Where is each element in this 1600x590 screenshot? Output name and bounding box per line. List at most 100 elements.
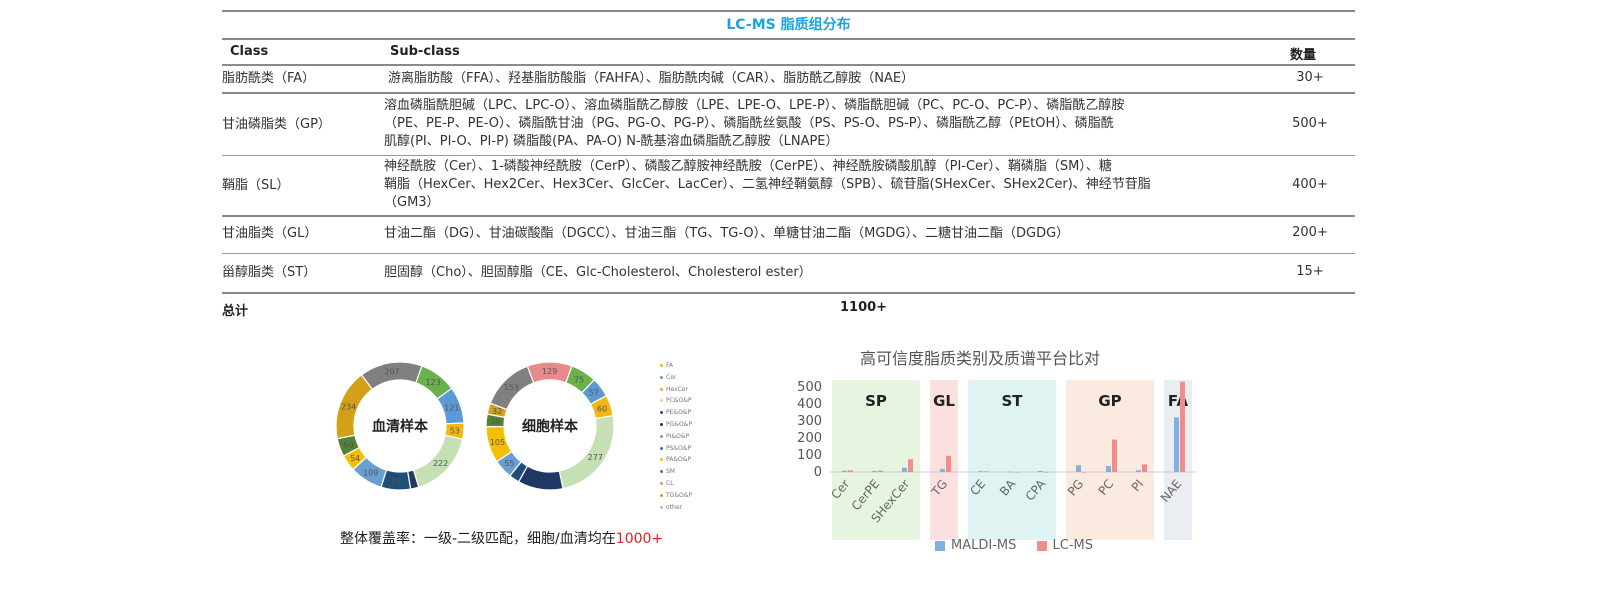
bar: [872, 470, 877, 472]
bar: [1082, 472, 1087, 473]
bar: [1106, 466, 1111, 472]
group-background: [832, 380, 920, 540]
legend-maldi-label: MALDI-MS: [951, 538, 1017, 553]
bar: [1180, 381, 1185, 472]
legend-lcms: LC-MS: [1036, 538, 1093, 553]
donut-slice-label: 53: [450, 426, 460, 435]
donut-legend-item: other: [660, 504, 682, 511]
bar: [978, 471, 983, 472]
donut-slice-label: 207: [384, 368, 399, 377]
donut-legend-item: SM: [660, 468, 675, 475]
group-label: SP: [865, 392, 887, 410]
donut-legend-item: FA: [660, 362, 673, 369]
row-subclass-st: 胆固醇（Cho）、胆固醇脂（CE、Glc-Cholesterol、Cholest…: [384, 265, 812, 280]
bar: [1142, 464, 1147, 472]
bar: [902, 467, 907, 472]
donut-slice-label: 36: [490, 417, 500, 426]
donut-slice-label: 277: [588, 453, 603, 462]
donut-legend-item: PE&O&P: [660, 409, 691, 416]
donut-slice-label: 97: [391, 477, 401, 486]
header-count: 数量: [1290, 48, 1317, 63]
row-rule: [222, 155, 1355, 156]
bar: [1076, 465, 1081, 472]
row-rule: [222, 215, 1355, 217]
bar: [946, 455, 951, 472]
bar: [984, 471, 989, 472]
donut-slice-label: 105: [490, 438, 505, 447]
donut-slice-label: 54: [350, 454, 360, 463]
bar-legend: MALDI-MS LC-MS: [935, 538, 1093, 553]
group-background: [1066, 380, 1154, 540]
bar: [1014, 472, 1019, 473]
header-class: Class: [230, 44, 269, 59]
row-class-gp: 甘油磷脂类（GP）: [222, 117, 331, 132]
row-class-st: 甾醇脂类（ST）: [222, 265, 317, 280]
group-background: [930, 380, 958, 540]
donut-slice-label: 109: [363, 469, 378, 478]
donut-legend-item: PA&O&P: [660, 456, 691, 463]
group-label: GP: [1098, 392, 1121, 410]
row-subclass-sl-line1: 神经酰胺（Cer）、1-磷酸神经酰胺（CerP）、磷酸乙醇胺神经酰胺（CerPE…: [384, 159, 1112, 174]
row-subclass-sl-line2: 鞘脂（HexCer、Hex2Cer、Hex3Cer、GlcCer、LacCer）…: [384, 177, 1151, 192]
donut-slice-label: 32: [492, 407, 502, 416]
row-count-fa: 30+: [1296, 70, 1324, 85]
donut-slice: [360, 361, 423, 391]
bar: [908, 459, 913, 472]
row-count-gl: 200+: [1292, 225, 1328, 240]
bar: [1174, 417, 1179, 472]
legend-maldi: MALDI-MS: [935, 538, 1016, 553]
bar: [842, 470, 847, 472]
group-label: GL: [933, 392, 955, 410]
donut-legend-item: PI&O&P: [660, 433, 689, 440]
donut-caption: 整体覆盖率：一级-二级匹配，细胞/血清均在1000+: [340, 528, 663, 548]
donut-legend-item: CL: [660, 480, 674, 487]
donut-caption-highlight: 1000+: [615, 531, 664, 547]
row-subclass-gl: 甘油二酯（DG）、甘油碳酸酯（DGCC）、甘油三酯（TG、TG-O）、单糖甘油二…: [384, 226, 1070, 241]
table-title: LC-MS 脂质组分布: [726, 17, 851, 33]
y-tick-label: 200: [797, 431, 822, 446]
row-subclass-sl-line3: （GM3）: [384, 195, 440, 210]
donut-slice: [526, 361, 573, 384]
bar: [1038, 470, 1043, 472]
donut-legend-item: TG&O&P: [660, 492, 692, 499]
donut-slice-label: 123: [425, 378, 440, 387]
total-label: 总计: [222, 304, 249, 319]
group-label: ST: [1001, 392, 1023, 410]
y-tick-label: 300: [797, 414, 822, 429]
legend-lcms-label: LC-MS: [1052, 538, 1093, 553]
row-count-sl: 400+: [1292, 177, 1328, 192]
row-count-gp: 500+: [1292, 116, 1328, 131]
donut-slice-label: 60: [343, 441, 353, 450]
donut-slice-label: 57: [589, 389, 599, 398]
donut-slice-label: 55: [504, 459, 514, 468]
donut-legend-item: PG&O&P: [660, 421, 692, 428]
donut-legend-item: Cer: [660, 374, 676, 381]
donut-legend-item: HexCer: [660, 386, 688, 393]
bar: [1044, 472, 1049, 473]
bar: [1136, 470, 1141, 472]
row-rule: [222, 292, 1355, 294]
group-label: FA: [1168, 392, 1189, 410]
bar: [1008, 471, 1013, 473]
row-rule: [222, 253, 1355, 254]
donut-cell-label: 细胞样本: [522, 419, 578, 435]
table-top-rule: [222, 10, 1355, 12]
bar-chart-title: 高可信度脂质类别及质谱平台比对: [860, 349, 1101, 368]
donut-legend-item: PC&O&P: [660, 397, 692, 404]
donut-serum-label: 血清样本: [372, 419, 428, 435]
donut-slice-label: 129: [542, 367, 557, 376]
row-rule: [222, 92, 1355, 94]
header-subclass: Sub-class: [390, 44, 460, 59]
row-count-st: 15+: [1296, 264, 1324, 279]
y-tick-label: 0: [814, 465, 822, 480]
row-class-fa: 脂肪酰类（FA）: [222, 71, 316, 86]
bar: [940, 468, 945, 472]
table-header-bottom-rule: [222, 64, 1355, 66]
donut-slice-label: 60: [597, 404, 607, 413]
group-background: [968, 380, 1056, 540]
y-tick-label: 500: [797, 380, 822, 395]
donut-legend-item: PS&O&P: [660, 445, 691, 452]
